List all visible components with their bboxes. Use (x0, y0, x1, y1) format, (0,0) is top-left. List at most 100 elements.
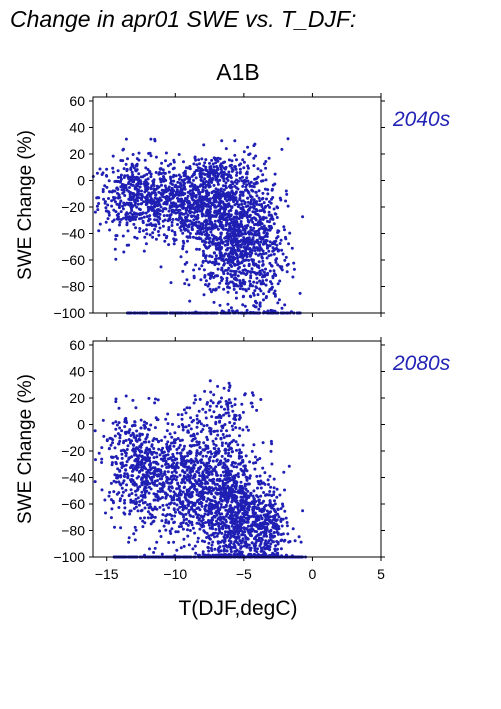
scatter-point (254, 285, 258, 289)
scatter-point (179, 216, 183, 220)
scatter-point (175, 503, 179, 507)
scatter-point (243, 268, 247, 272)
scatter-point (120, 452, 124, 456)
scatter-point (188, 189, 192, 193)
scatter-point (213, 158, 217, 161)
scatter-point (164, 521, 168, 524)
scatter-point (238, 212, 242, 216)
scatter-point (149, 137, 153, 141)
scatter-point (229, 517, 233, 521)
scatter-point (114, 400, 118, 404)
scatter-point (158, 171, 161, 174)
scatter-point (122, 216, 126, 220)
scatter-point (226, 302, 230, 306)
scatter-point (138, 192, 142, 196)
scatter-point (108, 490, 112, 494)
scatter-point (266, 228, 270, 232)
scatter-point (255, 194, 259, 198)
scatter-point (286, 137, 290, 141)
scatter-point (125, 167, 129, 171)
scatter-point (153, 479, 157, 483)
scatter-point (133, 235, 137, 239)
scatter-point (284, 189, 288, 193)
scatter-point (256, 248, 260, 252)
scatter-point (122, 147, 125, 151)
scatter-point (247, 236, 251, 240)
scatter-point (170, 486, 174, 490)
scatter-point (148, 233, 152, 237)
scatter-point (261, 523, 265, 527)
scatter-point (125, 448, 129, 451)
scatter-point (225, 221, 229, 225)
scatter-point (158, 529, 162, 533)
scatter-point (208, 236, 212, 240)
scatter-point (197, 158, 201, 162)
scatter-point (108, 190, 112, 194)
scatter-point (95, 171, 99, 175)
scatter-point (116, 175, 120, 179)
scatter-point (207, 504, 211, 508)
scatter-point (217, 285, 221, 289)
scatter-point (238, 265, 241, 269)
scatter-point (199, 226, 203, 230)
scatter-point (135, 157, 139, 161)
scatter-point (149, 516, 153, 520)
scatter-point (148, 502, 152, 506)
scatter-point (213, 447, 217, 451)
scatter-point (182, 537, 186, 541)
scatter-point (152, 551, 156, 554)
scatter-point (130, 439, 134, 443)
scatter-point (162, 508, 166, 512)
scatter-point (186, 454, 190, 458)
scatter-point (264, 522, 268, 525)
scatter-point (216, 204, 220, 208)
scatter-point (258, 199, 262, 203)
scatter-point (130, 162, 134, 166)
scatter-point (223, 498, 227, 502)
scatter-point (175, 548, 179, 552)
scatter-point (204, 503, 208, 507)
scatter-point (216, 182, 220, 186)
scatter-point (224, 441, 228, 445)
scatter-point (168, 447, 172, 451)
scatter-point (151, 179, 155, 183)
scatter-point (174, 192, 178, 196)
scatter-point (216, 193, 220, 197)
scatter-point (234, 190, 238, 194)
scatter-point (180, 197, 184, 201)
scatter-point (274, 212, 278, 216)
scatter-point (207, 507, 211, 511)
scatter-point (252, 242, 256, 246)
scatter-point (215, 171, 219, 175)
scatter-point (201, 222, 205, 226)
scatter-point (208, 167, 212, 171)
scatter-point (229, 454, 233, 458)
scatter-point (284, 235, 287, 239)
scatter-point (123, 498, 127, 502)
scatter-point (227, 222, 231, 226)
scatter-point (153, 218, 157, 222)
scatter-point (245, 253, 248, 256)
scatter-point (121, 191, 125, 195)
scatter-point (202, 143, 206, 147)
scatter-point (178, 208, 182, 212)
scatter-point (238, 484, 242, 488)
scatter-point (114, 420, 118, 424)
scatter-point (210, 524, 214, 528)
scatter-point (222, 463, 226, 466)
scatter-point (170, 480, 174, 484)
scatter-point (217, 524, 221, 528)
scatter-point (244, 289, 248, 293)
scatter-point (222, 202, 226, 206)
scatter-point (190, 523, 194, 527)
scatter-point (197, 267, 201, 271)
scatter-point (168, 206, 172, 210)
scatter-point (235, 465, 239, 469)
scatter-point (257, 307, 261, 311)
scatter-point (131, 173, 135, 177)
scatter-point (197, 247, 201, 251)
scatter-point (192, 466, 196, 470)
scatter-point (235, 171, 239, 175)
scatter-point (198, 184, 202, 188)
scatter-point (172, 502, 176, 505)
